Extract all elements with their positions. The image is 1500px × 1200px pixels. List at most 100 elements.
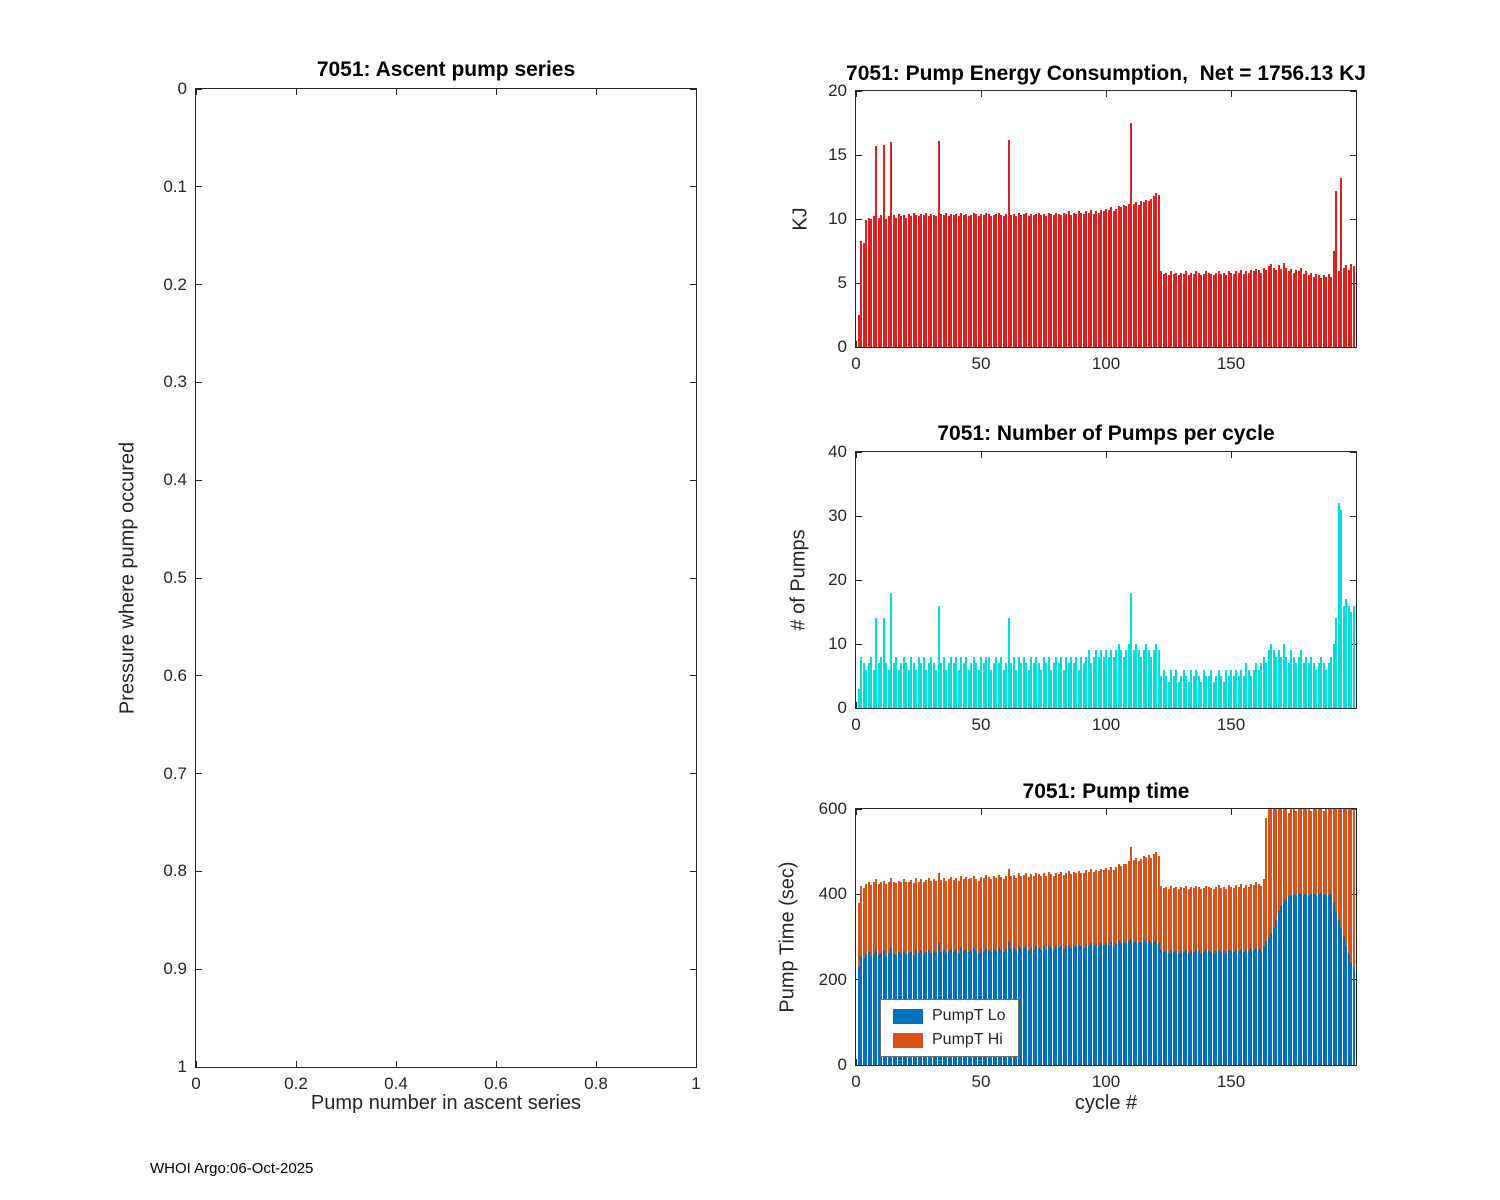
energy-bar — [910, 216, 912, 347]
energy-bar — [882, 144, 885, 347]
y-axis-tick — [856, 282, 862, 284]
y-axis-tick-mirror — [1350, 451, 1356, 453]
pump-time-hi-bar — [897, 880, 900, 952]
pump-count-bar — [995, 656, 997, 708]
energy-bar — [967, 216, 970, 347]
energy-bar — [927, 216, 930, 347]
y-axis-tick — [856, 579, 862, 581]
pump-time-hi-bar — [1157, 855, 1160, 944]
pump-time-hi-bar — [1092, 872, 1095, 947]
energy-bar — [992, 215, 995, 347]
energy-bar — [1150, 198, 1152, 347]
pump-count-bar — [1212, 682, 1215, 708]
energy-bar — [1342, 267, 1345, 347]
energy-bar — [960, 212, 962, 347]
pump-count-bar — [1317, 663, 1320, 708]
pump-time-hi-bar — [1235, 885, 1237, 950]
energy-bar — [1052, 215, 1055, 347]
pump-time-hi-bar — [1345, 809, 1347, 946]
pump-time-hi-bar — [1105, 867, 1107, 943]
y-tick-label: 40 — [828, 442, 847, 461]
pump-time-legend[interactable]: PumpT Lo PumpT Hi — [880, 999, 1019, 1057]
pump-time-lo-bar — [1105, 942, 1107, 1065]
energy-bar — [1157, 194, 1160, 347]
pump-time-hi-bar — [1322, 811, 1325, 896]
energy-bar — [1295, 270, 1297, 347]
y-tick-label: 0.9 — [163, 959, 187, 979]
pump-time-hi-bar — [887, 881, 890, 954]
pump-time-hi-bar — [1060, 871, 1062, 946]
energy-bar — [1055, 212, 1057, 347]
pump-time-lo-bar — [1272, 928, 1275, 1065]
energy-bar — [1292, 272, 1295, 347]
energy-bar — [875, 146, 877, 347]
x-axis-tick-mirror — [855, 91, 857, 97]
pump-count-bar — [1187, 682, 1190, 708]
pump-count-bar — [1282, 644, 1285, 708]
pump-count-bar — [912, 663, 915, 708]
pump-time-lo-bar — [1217, 949, 1220, 1065]
pump-count-bar — [1242, 676, 1245, 708]
pump-count-bar — [1247, 669, 1250, 708]
pump-time-hi-bar — [987, 877, 990, 950]
y-tick-label: 0.3 — [163, 372, 187, 392]
pump-time-hi-bar — [937, 873, 940, 944]
pump-time-lo-bar — [1062, 948, 1065, 1065]
pump-time-hi-bar — [925, 880, 927, 952]
energy-bar — [957, 216, 960, 347]
pump-time-hi-bar — [910, 880, 912, 952]
pump-time-lo-bar — [1307, 895, 1310, 1065]
pump-count-bar — [1347, 605, 1350, 708]
pump-count-bar — [1295, 663, 1297, 708]
x-tick-label: 0 — [191, 1074, 201, 1093]
y-axis-tick-mirror — [690, 284, 696, 286]
pump-time-lo-bar — [1270, 932, 1272, 1065]
pumpt-lo-label: PumpT Lo — [932, 1007, 1006, 1024]
energy-bar — [1335, 190, 1337, 347]
pump-count-bar — [1050, 669, 1052, 708]
pump-count-bar — [1147, 650, 1150, 708]
y-tick-label: 10 — [828, 634, 847, 653]
pump-time-hi-bar — [1305, 809, 1307, 895]
pump-time-hi-bar — [1342, 809, 1345, 937]
pump-time-hi-bar — [1070, 873, 1072, 948]
pump-count-bar — [1325, 669, 1327, 708]
energy-bar — [1027, 216, 1030, 347]
pump-count-bar — [1067, 663, 1070, 708]
energy-bar — [1302, 274, 1305, 347]
pump-count-bar — [1027, 669, 1030, 708]
pump-count-bar — [1042, 656, 1045, 708]
energy-bar — [1350, 263, 1352, 347]
y-tick-label: 0.5 — [163, 568, 187, 587]
pump-count-bar — [927, 663, 930, 708]
pump-count-bar — [1257, 669, 1260, 708]
pump-time-hi-bar — [1290, 809, 1292, 896]
pump-time-hi-bar — [1080, 872, 1082, 947]
energy-bar — [905, 217, 907, 347]
energy-bar — [940, 213, 942, 347]
pump-count-bar — [975, 663, 977, 708]
pump-time-lo-bar — [1185, 949, 1187, 1065]
pump-time-lo-bar — [870, 956, 872, 1065]
pump-time-lo-bar — [1330, 894, 1332, 1065]
pump-time-hi-bar — [1195, 885, 1197, 950]
pump-time-lo-bar — [1302, 895, 1305, 1065]
pump-count-bar — [1012, 656, 1015, 708]
energy-bar — [977, 216, 980, 347]
energy-bar — [902, 215, 905, 347]
pump-time-chart-title: 7051: Pump time — [1022, 780, 1190, 803]
y-tick-label: 0.8 — [163, 861, 187, 881]
energy-bar — [1020, 215, 1022, 347]
pump-time-hi-bar — [1332, 809, 1335, 903]
pump-time-hi-bar — [1242, 887, 1245, 952]
y-tick-label: 400 — [818, 884, 847, 904]
ascent-ylabel: Pressure where pump occured — [116, 441, 139, 715]
pump-count-bar — [1227, 676, 1230, 708]
pump-count-bar — [905, 663, 907, 708]
pump-count-bar — [930, 656, 932, 708]
y-axis-tick-mirror — [690, 968, 696, 970]
x-axis-tick-mirror — [195, 89, 197, 95]
pump-time-lo-bar — [1167, 953, 1170, 1065]
pump-time-hi-bar — [1035, 873, 1037, 947]
